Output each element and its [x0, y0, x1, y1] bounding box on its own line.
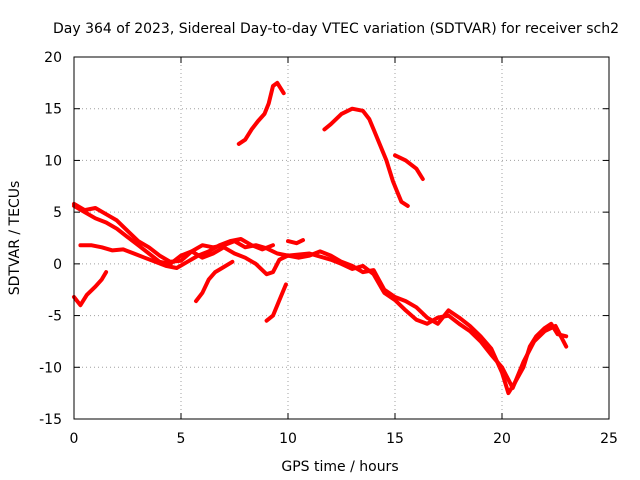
series-layer [72, 80, 569, 396]
series-track-f [264, 282, 288, 323]
series-track-e [194, 259, 235, 304]
y-axis-label: SDTVAR / TECUs [7, 181, 23, 296]
y-tick-label: -10 [39, 360, 62, 376]
x-tick-label: 10 [279, 431, 297, 447]
y-tick-label: 15 [44, 102, 62, 118]
tick-layer: 0 5 10 15 20 25 -15 -10 -5 0 5 10 15 20 [39, 50, 618, 447]
series-track-g [236, 80, 286, 146]
x-tick-label: 20 [493, 431, 511, 447]
y-tick-label: 20 [44, 50, 62, 66]
y-tick-label: 0 [53, 257, 62, 273]
y-tick-label: -5 [48, 309, 62, 325]
x-tick-label: 5 [177, 431, 186, 447]
x-tick-label: 0 [70, 431, 79, 447]
series-track-a [72, 201, 569, 396]
series-track-c [78, 237, 275, 270]
y-tick-label: 5 [53, 205, 62, 221]
y-tick-label: 10 [44, 153, 62, 169]
x-axis-label: GPS time / hours [281, 459, 398, 475]
x-tick-label: 15 [386, 431, 404, 447]
y-tick-label: -15 [39, 412, 62, 428]
x-tick-label: 25 [600, 431, 618, 447]
series-track-j [286, 238, 305, 246]
grid-layer [74, 57, 609, 419]
series-track-b [72, 203, 569, 390]
series-track-d [72, 270, 109, 308]
series-track-h [322, 106, 410, 208]
series-track-i [393, 153, 425, 181]
plot-frame [73, 56, 610, 420]
chart-title: Day 364 of 2023, Sidereal Day-to-day VTE… [53, 21, 619, 37]
